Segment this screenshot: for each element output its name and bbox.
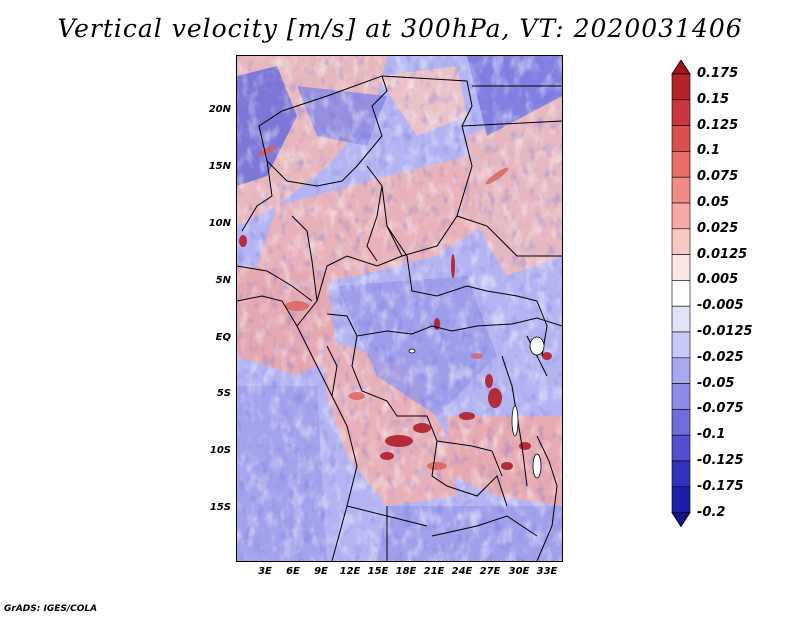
- weak-updraft-cells: [257, 145, 509, 470]
- lat-label-5n: 5N: [215, 275, 231, 286]
- colorbar-segment: [671, 125, 691, 152]
- lon-label-18e: 18E: [395, 566, 417, 577]
- colorbar-level-label: 0.1: [697, 143, 721, 159]
- lon-label-30e: 30E: [508, 566, 530, 577]
- colorbar-segment: [671, 357, 691, 384]
- lon-label-9e: 9E: [314, 566, 328, 577]
- lon-label-21e: 21E: [423, 566, 445, 577]
- colorbar-segment: [671, 280, 691, 307]
- colorbar-bottom-arrow: [671, 512, 691, 528]
- colorbar-segment: [671, 460, 691, 488]
- colorbar-level-label: -0.05: [697, 375, 735, 391]
- map-plot-area[interactable]: [236, 55, 563, 562]
- colorbar-segment: [671, 228, 691, 255]
- colorbar-segment: [671, 151, 691, 178]
- colorbar-top-arrow: [671, 60, 691, 75]
- colorbar-level-label: -0.005: [697, 298, 744, 314]
- lon-label-15e: 15E: [367, 566, 389, 577]
- lon-label-6e: 6E: [286, 566, 300, 577]
- colorbar-level-label: 0.05: [697, 195, 730, 210]
- colorbar-level-label: 0.005: [697, 272, 739, 288]
- colorbar-segment: [671, 202, 691, 230]
- lon-label-24e: 24E: [451, 566, 473, 577]
- colorbar: [671, 60, 691, 528]
- lat-label-10s: 10S: [209, 445, 231, 456]
- colorbar-level-label: 0.175: [697, 66, 739, 81]
- colorbar-level-label: -0.075: [697, 401, 744, 417]
- colorbar-segment: [671, 73, 691, 101]
- colorbar-level-label: 0.075: [697, 169, 739, 185]
- colorbar-level-label: -0.2: [697, 504, 726, 520]
- lat-label-15s: 15S: [209, 502, 231, 513]
- field-texture-dark: [237, 56, 562, 561]
- lakes: [408, 336, 545, 479]
- colorbar-level-label: -0.175: [697, 478, 744, 494]
- lon-label-27e: 27E: [479, 566, 501, 577]
- colorbar-level-label: -0.125: [697, 453, 744, 468]
- lon-label-12e: 12E: [339, 566, 361, 577]
- colorbar-segment: [671, 305, 691, 333]
- vertical-velocity-map: [237, 56, 562, 561]
- colorbar-level-label: 0.15: [697, 91, 730, 107]
- colorbar-level-label: -0.0125: [697, 324, 753, 339]
- lat-label-15n: 15N: [208, 161, 231, 172]
- colorbar-segment: [671, 331, 691, 359]
- lon-label-33e: 33E: [536, 566, 558, 577]
- country-borders: [237, 75, 562, 561]
- colorbar-segment: [671, 434, 691, 462]
- colorbar-level-label: 0.0125: [697, 246, 748, 262]
- colorbar-segment: [671, 99, 691, 126]
- colorbar-level-label: 0.125: [697, 117, 739, 133]
- map-title: Vertical velocity [m/s] at 300hPa, VT: 2…: [57, 14, 743, 43]
- colorbar-segment: [671, 486, 691, 513]
- colorbar-level-label: 0.025: [697, 220, 739, 236]
- colorbar-segment: [671, 254, 691, 281]
- lat-label-5s: 5S: [216, 388, 231, 399]
- grads-credit: GrADS: IGES/COLA: [4, 604, 98, 614]
- lat-label-eq: EQ: [215, 332, 231, 343]
- lon-label-3e: 3E: [258, 566, 272, 577]
- colorbar-segment: [671, 176, 691, 204]
- lat-label-10n: 10N: [208, 218, 231, 229]
- colorbar-segment: [671, 409, 691, 436]
- colorbar-level-label: -0.1: [697, 427, 726, 443]
- colorbar-level-label: -0.025: [697, 349, 744, 365]
- colorbar-segment: [671, 383, 691, 410]
- lat-label-20n: 20N: [208, 104, 231, 115]
